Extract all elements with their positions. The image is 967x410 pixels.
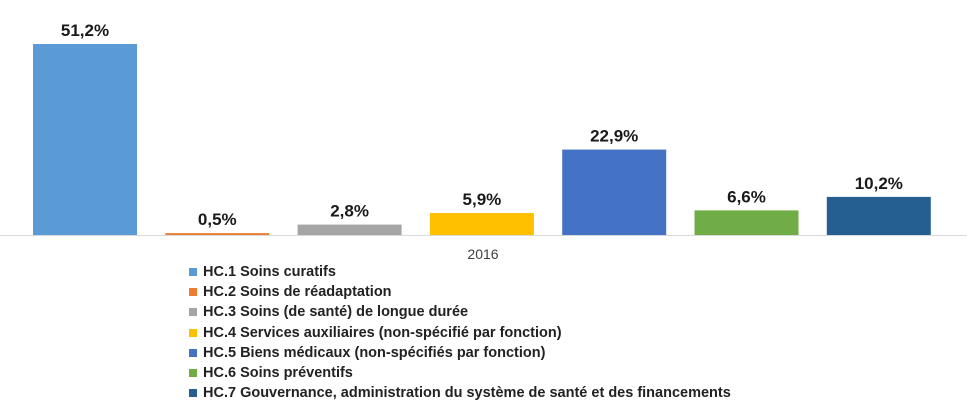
bar-7 [826, 196, 931, 235]
bar-6 [694, 210, 799, 235]
legend-swatch [189, 308, 197, 317]
legend-label: HC.5 Biens médicaux (non-spécifiés par f… [203, 344, 546, 361]
legend-item-1: HC.1 Soins curatifs [189, 262, 731, 282]
data-label-2: 0,5% [198, 210, 237, 229]
legend-label: HC.7 Gouvernance, administration du syst… [203, 385, 731, 402]
legend-item-4: HC.4 Services auxiliaires (non-spécifié … [189, 323, 731, 343]
legend-item-2: HC.2 Soins de réadaptation [189, 282, 731, 302]
data-label-6: 6,6% [727, 187, 766, 206]
legend-swatch [189, 369, 197, 378]
legend-item-6: HC.6 Soins préventifs [189, 363, 731, 383]
legend-label: HC.1 Soins curatifs [203, 264, 336, 281]
legend-swatch [189, 389, 197, 398]
bar-5 [562, 149, 667, 235]
data-label-5: 22,9% [590, 127, 638, 146]
data-label-4: 5,9% [463, 190, 502, 209]
legend-label: HC.6 Soins préventifs [203, 365, 353, 382]
legend-item-7: HC.7 Gouvernance, administration du syst… [189, 383, 731, 403]
legend-item-3: HC.3 Soins (de santé) de longue durée [189, 302, 731, 322]
bar-1 [33, 44, 137, 235]
legend-item-5: HC.5 Biens médicaux (non-spécifiés par f… [189, 343, 731, 363]
legend-label: HC.3 Soins (de santé) de longue durée [203, 304, 469, 321]
legend-label: HC.2 Soins de réadaptation [203, 284, 392, 301]
data-label-3: 2,8% [330, 202, 369, 221]
legend-swatch [189, 288, 197, 297]
bar-4 [429, 213, 534, 235]
bar-3 [297, 224, 402, 235]
bar-chart: 51,2% 0,5% 2,8% 5,9% 22,9% 6,6% 10,2% 2016 [0, 21, 967, 262]
x-tick-label: 2016 [467, 246, 498, 262]
data-label-7: 10,2% [855, 174, 903, 193]
legend-swatch [189, 348, 197, 357]
legend-swatch [189, 268, 197, 277]
bar-2 [165, 233, 270, 235]
legend: HC.1 Soins curatifs HC.2 Soins de réadapt… [189, 262, 731, 403]
legend-swatch [189, 328, 197, 337]
legend-label: HC.4 Services auxiliaires (non-spécifié … [203, 324, 562, 341]
data-label-1: 51,2% [61, 21, 109, 40]
